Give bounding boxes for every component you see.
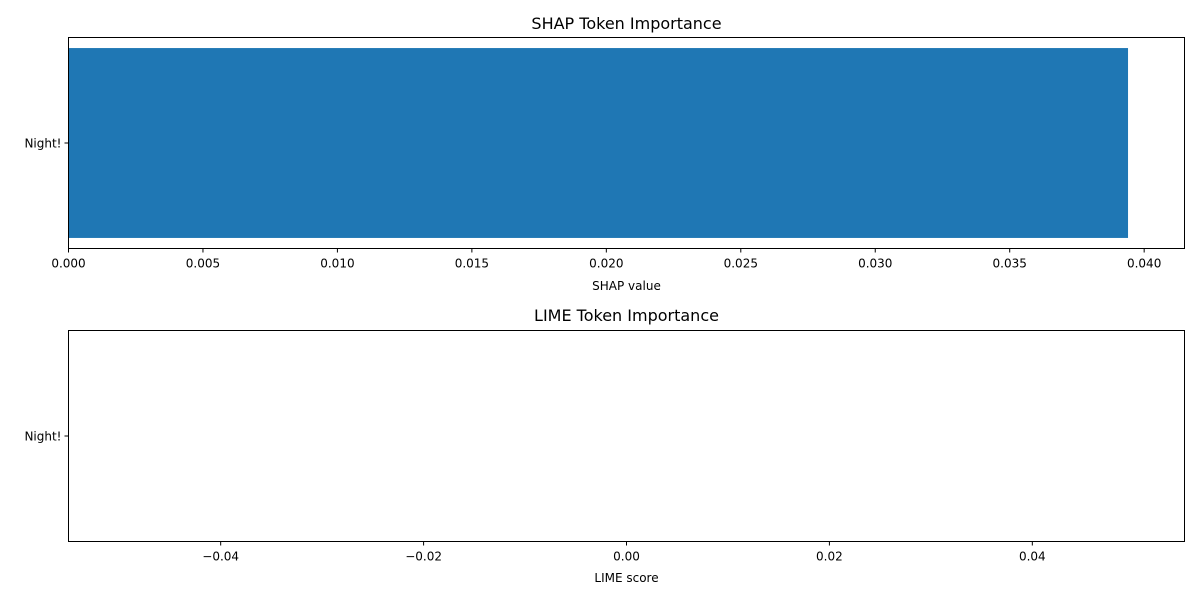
shap-x-axis-label: SHAP value [592,279,661,293]
lime-x-tick-label: −0.04 [202,550,239,564]
shap-y-ticks: Night! [24,137,69,151]
shap-bar [68,48,1129,238]
lime-y-tick-label: Night! [24,430,61,444]
shap-x-tick-label: 0.000 [51,257,85,271]
lime-chart-title: LIME Token Importance [534,306,719,325]
shap-x-tick-label: 0.035 [993,257,1027,271]
shap-x-tick-label: 0.010 [320,257,354,271]
lime-x-axis-label: LIME score [594,571,658,585]
lime-x-tick-label: 0.00 [613,550,640,564]
shap-chart-title: SHAP Token Importance [531,14,721,33]
lime-y-ticks: Night! [24,430,69,444]
shap-x-ticks: 0.000 0.005 0.010 0.015 0.020 0.025 0.030 0.035… [51,248,1161,271]
lime-x-tick-label: −0.02 [405,550,442,564]
shap-x-tick-label: 0.040 [1127,257,1161,271]
shap-chart: SHAP Token Importance Night! 0.000 0.005 0… [24,14,1185,293]
lime-chart: LIME Token Importance Night! −0.04 −0.02 0… [24,306,1185,585]
lime-x-ticks: −0.04 −0.02 0.00 0.02 0.04 [202,541,1046,564]
shap-x-tick-label: 0.020 [589,257,623,271]
shap-x-tick-label: 0.015 [455,257,489,271]
shap-bars [68,48,1129,238]
lime-x-tick-label: 0.02 [816,550,843,564]
shap-x-tick-label: 0.025 [724,257,758,271]
shap-x-tick-label: 0.005 [186,257,220,271]
shap-y-tick-label: Night! [24,137,61,151]
shap-x-tick-label: 0.030 [858,257,892,271]
lime-x-tick-label: 0.04 [1019,550,1046,564]
